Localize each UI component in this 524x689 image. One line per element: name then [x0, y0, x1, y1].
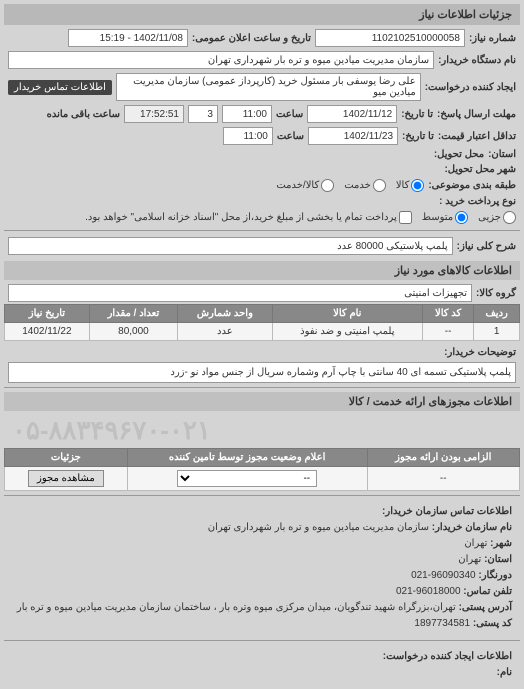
td-name: پلمپ امنیتی و ضد نفوذ	[272, 323, 422, 341]
delivery-province-label: استان:	[488, 149, 516, 160]
announce-dt-value: 1402/11/08 - 15:19	[68, 29, 188, 47]
table-row: 1 -- پلمپ امنیتی و ضد نفوذ عدد 80,000 14…	[5, 323, 520, 341]
pay-opt-doc-label: پرداخت تمام یا بخشی از مبلغ خرید،از محل …	[85, 212, 397, 223]
remain-time: 17:52:51	[124, 105, 184, 123]
validity-label: تداقل اعتبار قیمت:	[438, 131, 516, 142]
permit-row: -- -- مشاهده مجوز	[5, 467, 520, 491]
buyer-value: سازمان مدیریت میادین میوه و تره بار شهرد…	[8, 51, 434, 69]
creator-block: اطلاعات ایجاد کننده درخواست: نام:	[4, 645, 520, 685]
delivery-loc-label: محل تحویل:	[434, 149, 484, 160]
view-permit-button[interactable]: مشاهده مجوز	[28, 470, 104, 487]
need-title-value: پلمپ پلاستیکی 80000 عدد	[8, 237, 453, 255]
permits-header: اطلاعات مجوزهای ارائه خدمت / کالا	[4, 392, 520, 411]
validity-date: 1402/11/23	[308, 127, 398, 145]
creator-name-label: نام:	[497, 667, 512, 678]
group-value: تجهیزات امنیتی	[8, 284, 472, 302]
goods-header: اطلاعات کالاهای مورد نیاز	[4, 261, 520, 280]
requester-value: علی رضا یوسفی بار مسئول خرید (کارپرداز ع…	[116, 73, 421, 101]
pay-check-doc[interactable]	[399, 211, 412, 224]
delivery-city-label: شهر محل تحویل:	[444, 164, 516, 175]
pth-details: جزئیات	[5, 449, 128, 467]
pkg-opt-service[interactable]: خدمت	[344, 179, 386, 192]
validity-to-label: تا تاریخ:	[402, 131, 434, 142]
th-code: کد کالا	[422, 305, 473, 323]
pay-opt-med[interactable]: متوسط	[422, 211, 468, 224]
org-value: سازمان مدیریت میادین میوه و تره بار شهرد…	[208, 522, 429, 533]
deadline-date: 1402/11/12	[307, 105, 397, 123]
ptd-mandatory: --	[367, 467, 519, 491]
pay-label: نوع پرداخت خرید :	[439, 196, 516, 207]
contact-block: اطلاعات تماس سازمان خریدار: نام سازمان خ…	[4, 500, 520, 636]
permit-table: الزامی بودن ارائه مجوز اعلام وضعیت مجوز …	[4, 448, 520, 491]
contact-badge[interactable]: اطلاعات تماس خریدار	[8, 80, 112, 95]
city-value: تهران	[464, 538, 487, 549]
remain-suffix: ساعت باقی مانده	[47, 109, 120, 120]
req-no-label: شماره نیاز:	[469, 33, 516, 44]
goods-table: ردیف کد کالا نام کالا واحد شمارش تعداد /…	[4, 304, 520, 341]
creator-header: اطلاعات ایجاد کننده درخواست:	[383, 651, 512, 662]
pkg-opt-both-label: کالا/خدمت	[276, 180, 319, 191]
validity-time-label: ساعت	[277, 131, 304, 142]
td-date: 1402/11/22	[5, 323, 90, 341]
deadline-time: 11:00	[222, 105, 272, 123]
contact-header: اطلاعات تماس سازمان خریدار:	[382, 506, 512, 517]
addr-label: آدرس پستی:	[459, 602, 512, 613]
th-unit: واحد شمارش	[178, 305, 273, 323]
pkg-radio-group: کالا خدمت کالا/خدمت	[276, 179, 424, 192]
td-code: --	[422, 323, 473, 341]
addr-value: تهران،بزرگراه شهید تندگویان، میدان مرکزی…	[17, 602, 456, 613]
pay-opt-small[interactable]: جزیی	[478, 211, 516, 224]
pkg-opt-both[interactable]: کالا/خدمت	[276, 179, 334, 192]
ptd-details: مشاهده مجوز	[5, 467, 128, 491]
requester-label: ایجاد کننده درخواست:	[425, 82, 516, 93]
buyer-notes-value: پلمپ پلاستیکی تسمه ای 40 سانتی با چاپ آر…	[8, 362, 516, 383]
validity-time: 11:00	[223, 127, 273, 145]
pkg-label: طبقه بندی موضوعی:	[428, 180, 516, 191]
phone-watermark: ۰۵-۸۸۳۴۹۶۷۰-۰۲۱	[4, 413, 520, 448]
deadline-to-label: تا تاریخ:	[401, 109, 433, 120]
buyer-notes-label: توضیحات خریدار:	[444, 347, 516, 358]
pkg-opt-goods[interactable]: کالا	[396, 179, 425, 192]
deadline-time-label: ساعت	[276, 109, 303, 120]
ptd-status: --	[127, 467, 367, 491]
pay-opt-med-label: متوسط	[422, 212, 453, 223]
pay-opt-doc[interactable]: پرداخت تمام یا بخشی از مبلغ خرید،از محل …	[85, 211, 412, 224]
post-label: کد پستی:	[473, 618, 512, 629]
pay-radio-med[interactable]	[455, 211, 468, 224]
pay-radio-small[interactable]	[503, 211, 516, 224]
deadline-label: مهلت ارسال پاسخ:	[437, 109, 516, 120]
th-idx: ردیف	[474, 305, 520, 323]
prov-value: تهران	[458, 554, 481, 565]
remain-days: 3	[188, 105, 218, 123]
pkg-opt-service-label: خدمت	[344, 180, 371, 191]
pay-radio-group: جزیی متوسط پرداخت تمام یا بخشی از مبلغ خ…	[85, 211, 516, 224]
tel-value: 96018000-021	[396, 586, 461, 597]
pkg-radio-service[interactable]	[373, 179, 386, 192]
tel-label: تلفن تماس:	[463, 586, 512, 597]
td-qty: 80,000	[89, 323, 177, 341]
pkg-opt-goods-label: کالا	[396, 180, 410, 191]
org-label: نام سازمان خریدار:	[432, 522, 512, 533]
announce-dt-label: تاریخ و ساعت اعلان عمومی:	[192, 33, 311, 44]
panel-title: جزئیات اطلاعات نیاز	[4, 4, 520, 25]
td-idx: 1	[474, 323, 520, 341]
pth-status: اعلام وضعیت مجوز توسط تامین کننده	[127, 449, 367, 467]
pkg-radio-goods[interactable]	[411, 179, 424, 192]
prov-label: استان:	[484, 554, 512, 565]
req-no-value: 1102102510000058	[315, 29, 465, 47]
th-qty: تعداد / مقدار	[89, 305, 177, 323]
need-title-label: شرح کلی نیاز:	[457, 241, 516, 252]
group-label: گروه کالا:	[476, 288, 516, 299]
pay-opt-small-label: جزیی	[478, 212, 501, 223]
th-date: تاریخ نیاز	[5, 305, 90, 323]
th-name: نام کالا	[272, 305, 422, 323]
pth-mandatory: الزامی بودن ارائه مجوز	[367, 449, 519, 467]
post-value: 1897734581	[414, 618, 470, 629]
pkg-radio-both[interactable]	[321, 179, 334, 192]
td-unit: عدد	[178, 323, 273, 341]
status-select[interactable]: --	[177, 470, 317, 487]
buyer-label: نام دستگاه خریدار:	[438, 55, 516, 66]
city-label: شهر:	[490, 538, 512, 549]
